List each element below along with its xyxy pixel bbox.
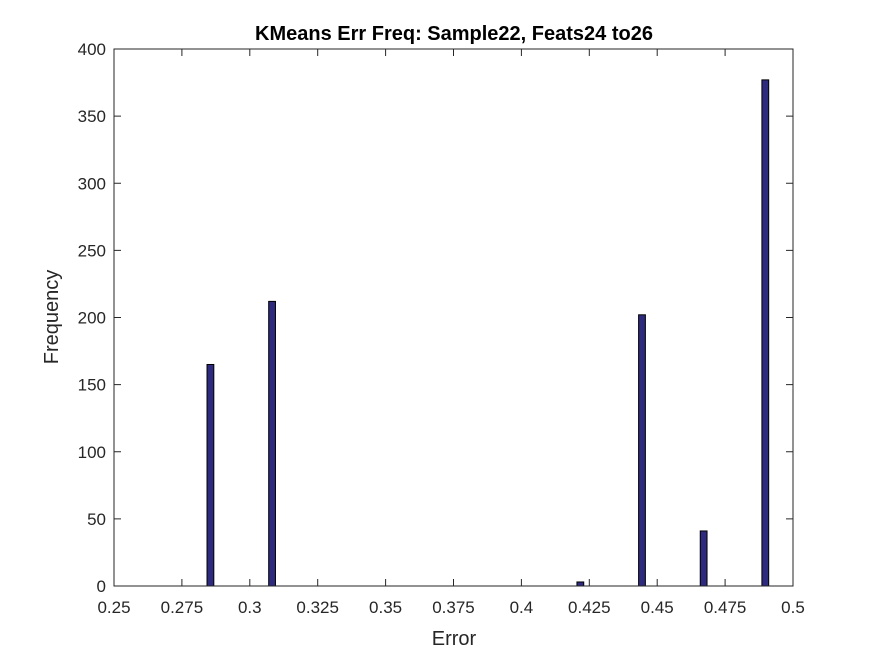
x-tick-label-6: 0.4 [510,598,534,617]
y-tick-label-3: 150 [78,376,106,395]
y-tick-label-6: 300 [78,174,106,193]
chart-title: KMeans Err Freq: Sample22, Feats24 to26 [255,23,653,45]
x-tick-label-4: 0.35 [369,598,402,617]
bar-1 [268,300,276,587]
x-axis-ticks: 0.25 0.275 0.3 0.325 0.35 0.375 0.4 0.425 0.45 0.… [97,49,805,617]
y-tick-label-7: 350 [78,107,106,126]
x-tick-label-3: 0.325 [296,598,339,617]
y-tick-label-1: 50 [87,510,106,529]
y-tick-label-5: 250 [78,241,106,260]
bar-4 [699,530,708,587]
bar-2 [576,581,585,587]
bar-5 [761,79,770,587]
y-axis-ticks: 0 50 100 150 200 250 300 350 400 [78,40,793,596]
y-tick-label-8: 400 [78,40,106,59]
x-tick-label-10: 0.5 [781,598,805,617]
x-tick-label-1: 0.275 [161,598,204,617]
bar-3 [638,314,646,587]
y-tick-label-0: 0 [97,577,106,596]
x-axis-label: Error [432,628,477,650]
x-tick-label-9: 0.475 [704,598,747,617]
y-tick-label-4: 200 [78,309,106,328]
y-axis-label: Frequency [41,270,63,365]
bar-0 [206,363,215,587]
x-tick-label-5: 0.375 [432,598,475,617]
x-tick-label-2: 0.3 [238,598,262,617]
x-tick-label-8: 0.45 [641,598,674,617]
y-tick-label-2: 100 [78,443,106,462]
x-tick-label-7: 0.425 [568,598,611,617]
x-tick-label-0: 0.25 [97,598,130,617]
plot-area [114,49,793,586]
